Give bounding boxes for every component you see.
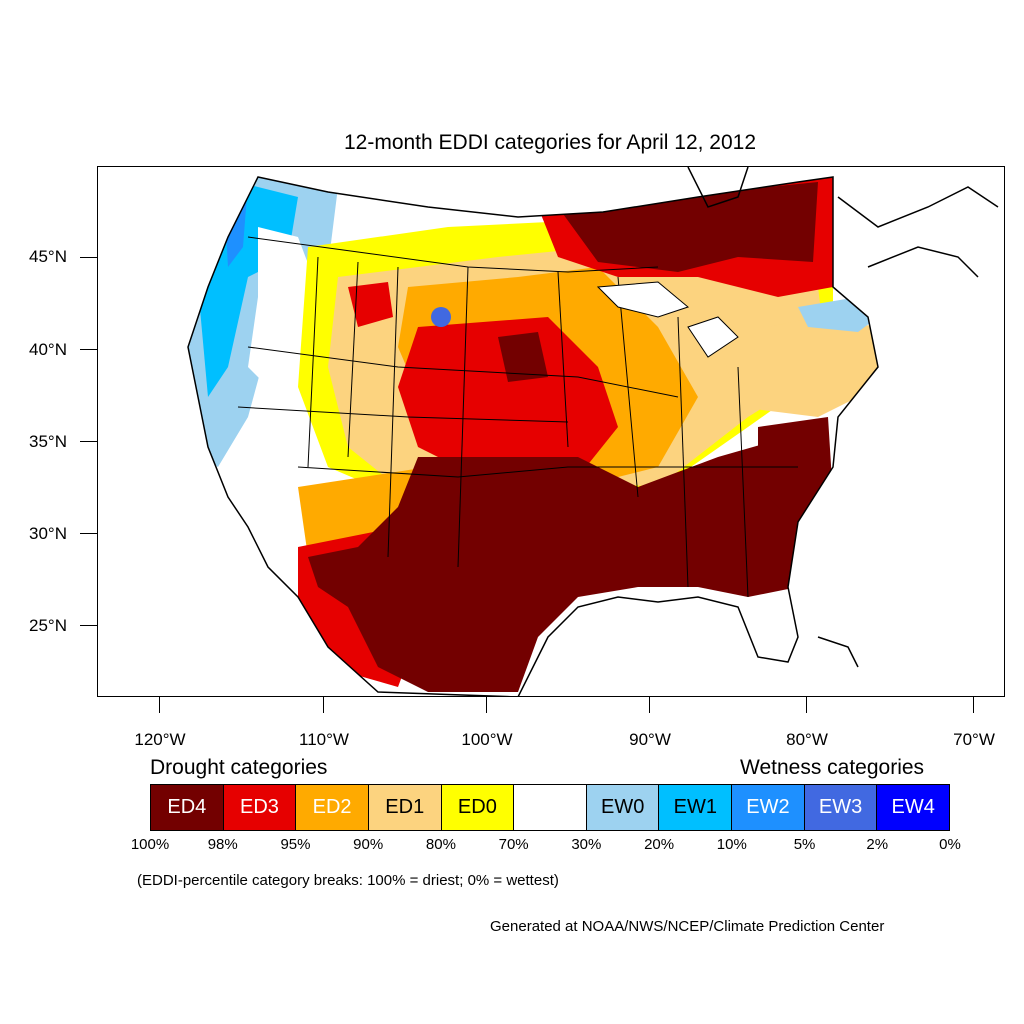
lon-tick (323, 697, 324, 713)
category-note: (EDDI-percentile category breaks: 100% =… (137, 872, 559, 889)
wetness-heading: Wetness categories (740, 756, 925, 779)
legend-break-label: 98% (207, 836, 238, 853)
lat-label-30: 30°N (29, 524, 67, 543)
legend-break-label: 100% (130, 836, 170, 853)
legend-break-label: 10% (716, 836, 747, 853)
lat-tick (80, 441, 97, 442)
legend-swatch-ed1: ED1 (368, 785, 442, 830)
lon-tick (973, 697, 974, 713)
legend-break-label: 80% (425, 836, 456, 853)
legend-swatch-ew4: EW4 (877, 785, 950, 830)
credit-line: Generated at NOAA/NWS/NCEP/Climate Predi… (490, 918, 885, 935)
map-title: 12-month EDDI categories for April 12, 2… (343, 131, 757, 154)
drought-heading: Drought categories (150, 756, 328, 779)
lon-label-80w: 80°W (786, 730, 828, 749)
lat-label-45: 45°N (29, 247, 67, 266)
eddi-map (97, 166, 1005, 697)
lon-label-110w: 110°W (299, 730, 349, 749)
lat-label-25: 25°N (29, 616, 67, 635)
legend-break-label: 30% (571, 836, 602, 853)
lat-label-40: 40°N (29, 340, 67, 359)
legend-swatch-ew2: EW2 (732, 785, 805, 830)
lat-tick (80, 533, 97, 534)
category-legend: ED4 ED3 ED2 ED1 ED0 EW0 EW1 EW2 EW3 EW4 (150, 784, 950, 831)
lon-tick (806, 697, 807, 713)
legend-break-label: 20% (644, 836, 675, 853)
legend-break-label: 5% (793, 836, 816, 853)
legend-swatch-ed3: ED3 (223, 785, 297, 830)
lat-tick (80, 257, 97, 258)
lat-label-35: 35°N (29, 432, 67, 451)
legend-break-label: 2% (866, 836, 889, 853)
legend-swatch-ew0: EW0 (586, 785, 660, 830)
lon-label-90w: 90°W (629, 730, 671, 749)
legend-swatch-neutral (514, 785, 587, 830)
legend-swatch-ew3: EW3 (804, 785, 878, 830)
legend-break-label: 90% (353, 836, 384, 853)
legend-swatch-ew1: EW1 (659, 785, 733, 830)
lon-label-70w: 70°W (953, 730, 995, 749)
lon-tick (159, 697, 160, 713)
lon-label-100w: 100°W (461, 730, 513, 749)
lat-tick (80, 625, 97, 626)
legend-swatch-ed4: ED4 (151, 785, 224, 830)
lon-tick (486, 697, 487, 713)
legend-swatch-ed2: ED2 (296, 785, 369, 830)
legend-break-label: 0% (939, 836, 961, 853)
lon-tick (649, 697, 650, 713)
legend-break-label: 70% (498, 836, 529, 853)
legend-swatch-ed0: ED0 (441, 785, 515, 830)
lon-label-120w: 120°W (134, 730, 186, 749)
legend-break-label: 95% (280, 836, 311, 853)
us-map-graphic (187, 167, 999, 696)
lat-tick (80, 349, 97, 350)
